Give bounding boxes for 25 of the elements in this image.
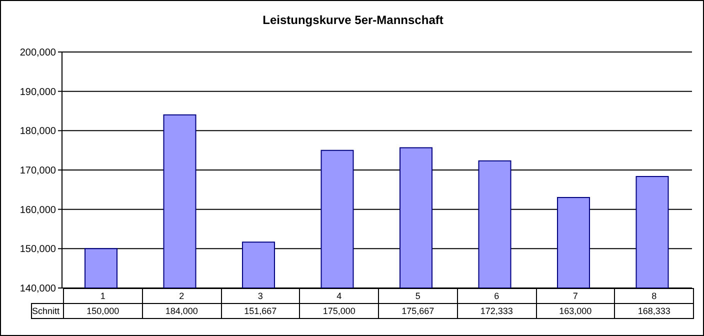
x-tick-label: 8 — [614, 288, 694, 304]
y-tick-label: 180,000 — [20, 126, 56, 138]
y-tick-label: 150,000 — [20, 244, 56, 256]
chart-title: Leistungskurve 5er-Mannschaft — [262, 13, 444, 27]
x-tick-label: 4 — [300, 288, 378, 304]
data-label: 172,333 — [457, 304, 536, 318]
y-tick-label: 190,000 — [20, 86, 56, 98]
x-tick-label: 3 — [221, 288, 300, 304]
x-tick-label: 1 — [64, 288, 142, 304]
text: Schnitt — [32, 304, 64, 318]
x-tick-label: 2 — [142, 288, 221, 304]
y-tick-label: 160,000 — [20, 204, 56, 216]
data-label: 175,000 — [300, 304, 378, 318]
data-label: 175,667 — [378, 304, 458, 318]
data-label: 151,667 — [221, 304, 300, 318]
x-tick-label: 7 — [536, 288, 615, 304]
data-label: 184,000 — [142, 304, 221, 318]
x-tick-label: 5 — [378, 288, 458, 304]
y-tick-label: 140,000 — [20, 284, 56, 295]
data-label: 163,000 — [536, 304, 615, 318]
data-label: 150,000 — [64, 304, 142, 318]
data-label: 168,333 — [614, 304, 694, 318]
x-tick-label: 6 — [457, 288, 536, 304]
y-tick-label: 200,000 — [20, 48, 56, 59]
y-tick-label: 170,000 — [20, 166, 56, 177]
